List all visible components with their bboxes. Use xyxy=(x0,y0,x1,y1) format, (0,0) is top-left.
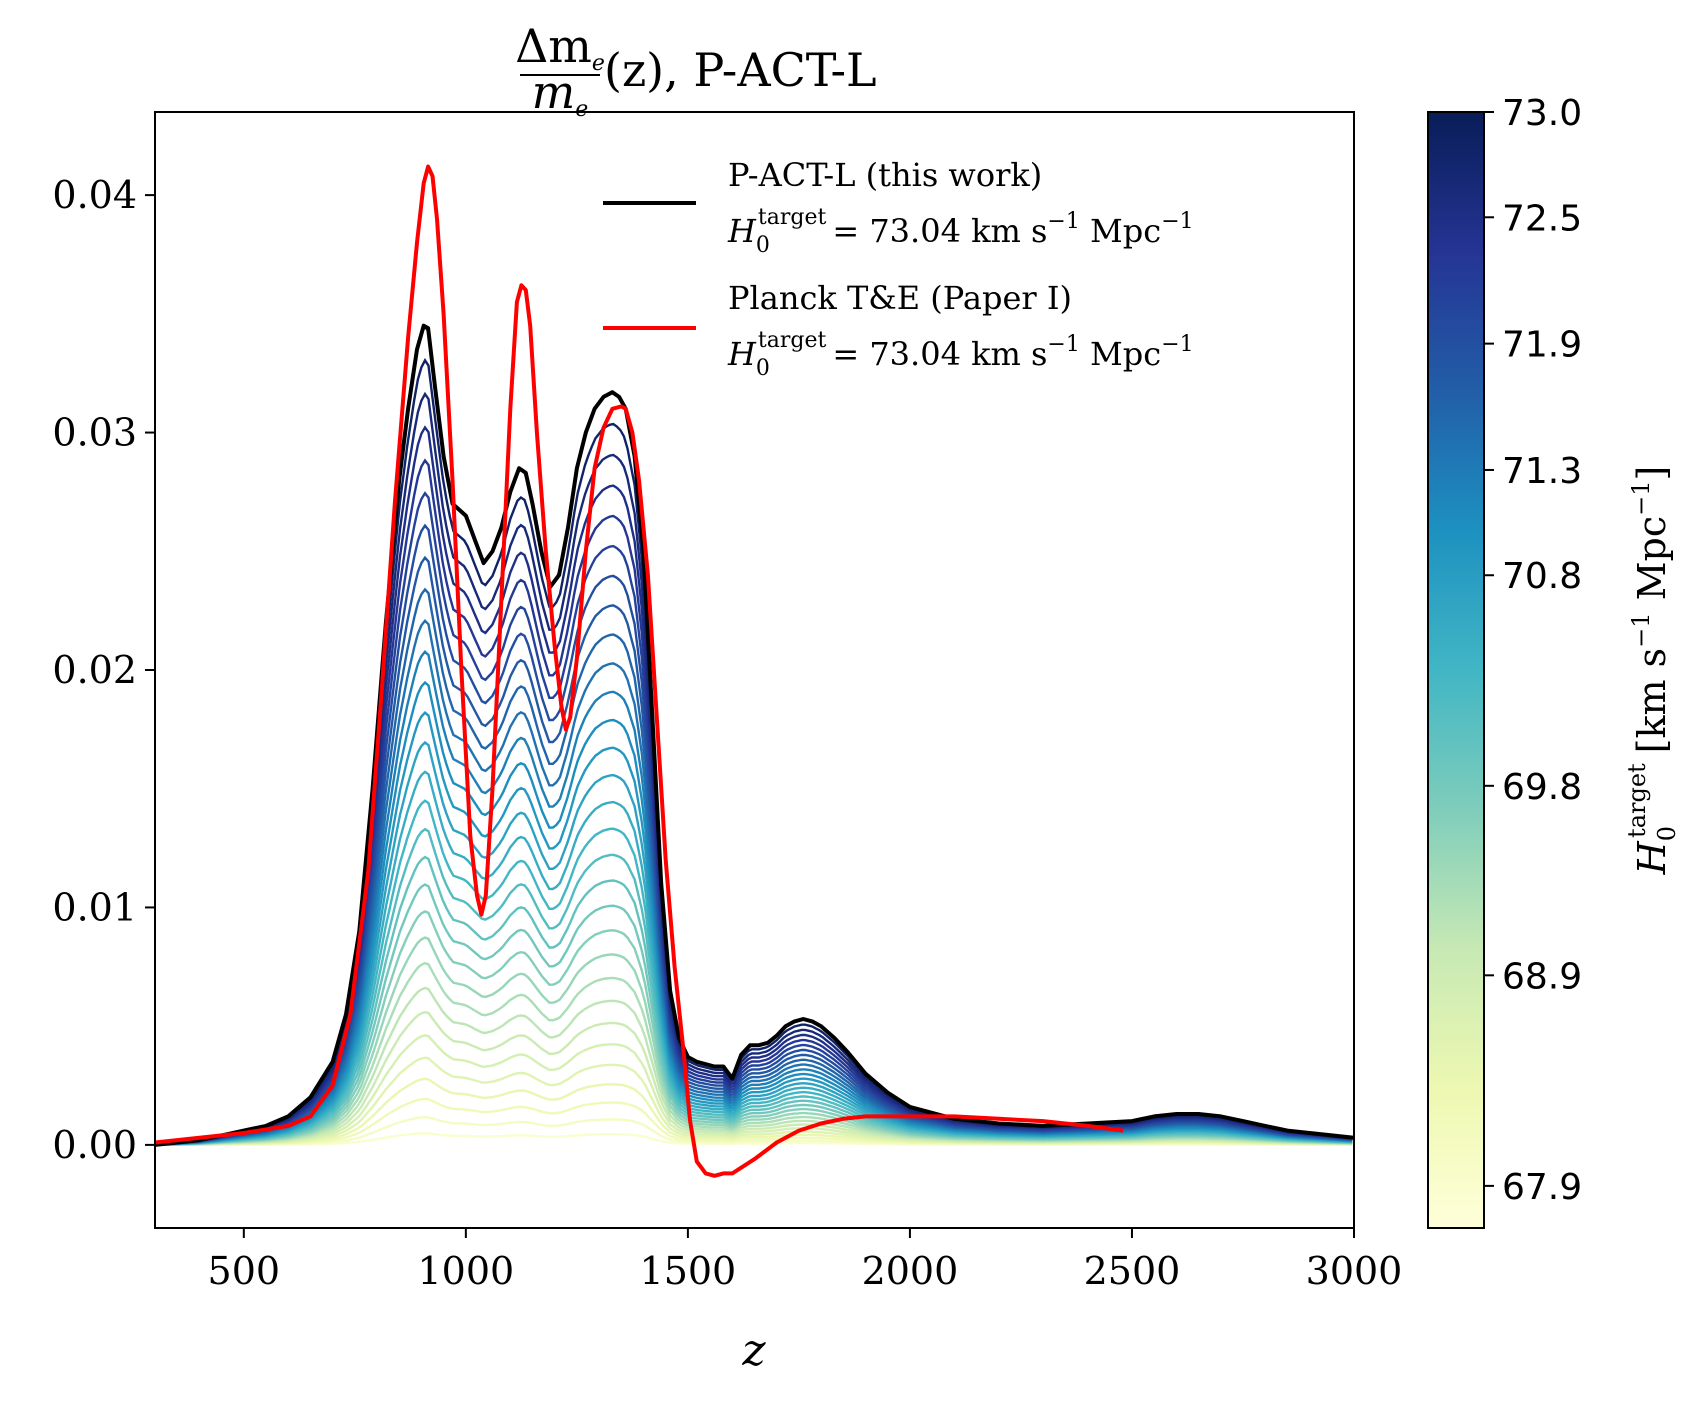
x-tick-label: 3000 xyxy=(1306,1249,1403,1293)
colorbar-ticks: 67.9 68.9 69.8 70.8 71.3 71.9 72.5 73.0 xyxy=(1484,93,1582,1208)
colorbar-tick-label: 68.9 xyxy=(1502,956,1582,997)
y-tick-label: 0.04 xyxy=(52,173,137,217)
legend-entry-planck-h0: H0target = 73.04 km s−1 Mpc−1 xyxy=(727,328,1194,381)
colorbar-tick-label: 72.5 xyxy=(1502,198,1582,239)
legend: P-ACT-L (this work) H0target = 73.04 km s… xyxy=(603,156,1194,381)
colorbar-tick-label: 73.0 xyxy=(1502,93,1582,134)
y-tick-label: 0.01 xyxy=(52,885,137,929)
title-frac-denominator: me xyxy=(532,65,589,122)
colorbar-tick-label: 69.8 xyxy=(1502,767,1582,808)
legend-entry-pactl: P-ACT-L (this work) xyxy=(728,156,1042,194)
x-tick-label: 2000 xyxy=(862,1249,959,1293)
colorbar: 67.9 68.9 69.8 70.8 71.3 71.9 72.5 73.0 H0targe… xyxy=(1427,93,1681,1229)
legend-entry-pactl-h0: H0target = 73.04 km s−1 Mpc−1 xyxy=(727,205,1194,258)
ensemble-curve xyxy=(155,323,1353,1147)
colorbar-tick-label: 70.8 xyxy=(1502,556,1582,597)
series-pactl-line xyxy=(155,323,1354,1147)
colorbar-label: H0target[km s−1 Mpc−1] xyxy=(1623,466,1681,876)
ensemble-curve xyxy=(155,391,1353,1147)
x-axis-label: z xyxy=(741,1325,766,1376)
x-axis: 500 1000 1500 2000 2500 3000 xyxy=(208,1228,1403,1293)
series-planck-line xyxy=(155,164,1124,1178)
y-tick-label: 0.00 xyxy=(52,1123,137,1167)
colorbar-gradient xyxy=(1427,111,1485,1229)
x-tick-label: 500 xyxy=(208,1249,281,1293)
plot-curves xyxy=(155,164,1354,1178)
ensemble-curve xyxy=(155,425,1353,1147)
y-tick-label: 0.02 xyxy=(52,648,137,692)
x-tick-label: 2500 xyxy=(1084,1249,1181,1293)
legend-entry-planck: Planck T&E (Paper I) xyxy=(728,279,1072,317)
y-tick-label: 0.03 xyxy=(52,411,137,455)
title-frac-numerator: Δme xyxy=(515,19,605,76)
colorbar-tick-label: 67.9 xyxy=(1502,1167,1582,1208)
ensemble-curve xyxy=(155,358,1353,1147)
x-tick-label: 1000 xyxy=(417,1249,514,1293)
y-axis: 0.00 0.01 0.02 0.03 0.04 xyxy=(52,173,155,1167)
x-tick-label: 1500 xyxy=(640,1249,737,1293)
colorbar-tick-label: 71.3 xyxy=(1502,451,1582,492)
ensemble-curve xyxy=(155,458,1353,1147)
title-rest: (z), P-ACT-L xyxy=(604,43,877,97)
chart-title: Δme me (z), P-ACT-L xyxy=(515,19,877,122)
colorbar-tick-label: 71.9 xyxy=(1502,325,1582,366)
